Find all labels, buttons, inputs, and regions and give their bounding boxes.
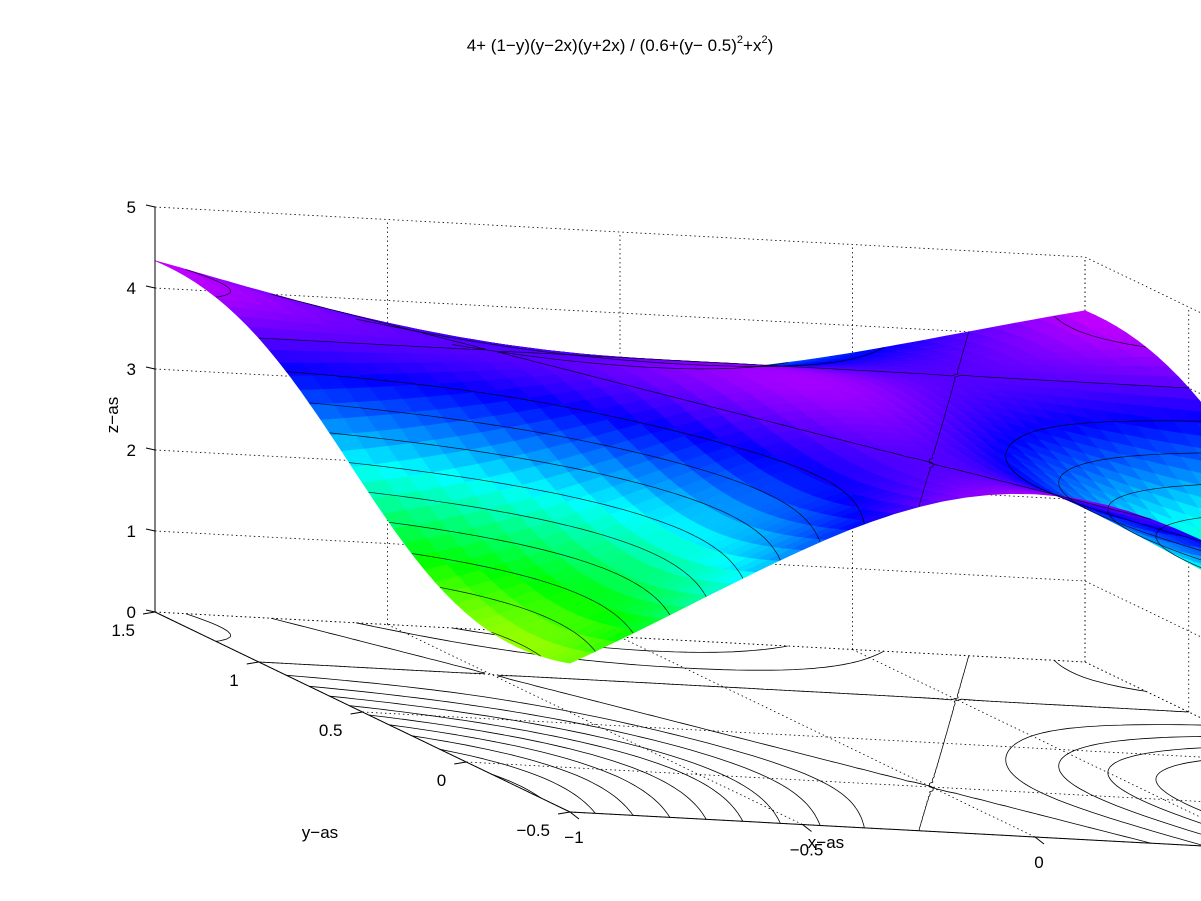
y-tick	[557, 811, 571, 815]
surface-contour-line	[389, 521, 671, 616]
x-tick-label: −0.5	[790, 841, 824, 860]
y-tick-label: 1.5	[111, 621, 135, 640]
x-tick	[802, 824, 812, 832]
surface-patch	[1193, 446, 1201, 458]
floor-contour-line	[286, 622, 1201, 846]
y-tick	[350, 711, 363, 715]
x-tick	[1034, 836, 1045, 845]
x-tick-label: −1	[564, 828, 583, 847]
surface-contour-line	[309, 344, 1201, 551]
surface-contour-line	[329, 432, 1201, 561]
surface-patch	[1184, 558, 1201, 568]
surface-patch	[1180, 456, 1201, 474]
surface-contour-line	[411, 553, 634, 634]
z-tick	[145, 528, 156, 532]
x-axis-label: x−as	[808, 833, 844, 852]
surface-patch	[1187, 537, 1201, 545]
x-tick	[569, 811, 580, 820]
surface-contour-line	[349, 462, 1201, 579]
y-tick-label: −0.5	[516, 821, 550, 840]
z-tick-label: 2	[127, 441, 136, 460]
surface-patch	[1185, 410, 1201, 425]
z-tick-label: 0	[127, 603, 136, 622]
z-tick	[145, 285, 156, 289]
z-tick	[145, 447, 156, 451]
surface-patch	[1195, 422, 1201, 430]
surface-patch	[1189, 545, 1201, 553]
y-tick	[142, 611, 156, 615]
surface-patch	[1183, 433, 1201, 449]
surface-contour-line	[185, 269, 1146, 348]
grid-line	[387, 624, 803, 825]
floor-contour-projection	[185, 613, 1201, 846]
z-tick-label: 4	[127, 279, 136, 298]
grid-line	[619, 636, 1036, 838]
y-tick-label: 0.5	[319, 721, 343, 740]
y-tick-label: 1	[229, 671, 238, 690]
z-axis-label: z−as	[103, 397, 122, 433]
surface-contour-line	[368, 491, 707, 597]
z-tick	[145, 366, 156, 370]
y-tick-label: 0	[437, 771, 446, 790]
surface-patch	[1178, 479, 1201, 498]
y-axis-label: y−as	[302, 823, 338, 842]
z-tick	[145, 609, 156, 613]
surface-contour-line	[258, 293, 1189, 520]
z-tick-label: 5	[127, 198, 136, 217]
floor-contour-line	[258, 617, 1189, 844]
axes-lines	[142, 204, 1201, 847]
z-tick-label: 1	[127, 522, 136, 541]
floor-contour-line	[411, 735, 634, 816]
surface-contour-line	[491, 632, 541, 657]
floor-contour-line	[368, 714, 707, 820]
floor-contour-line	[185, 613, 1146, 692]
z-tick	[145, 204, 156, 208]
chart-title: 4+ (1−y)(y−2x)(y+2x) / (0.6+(y− 0.5)2+x2…	[467, 34, 774, 55]
surface-patch	[1192, 554, 1201, 560]
surface-patch	[1190, 470, 1201, 485]
surface-patch	[1186, 561, 1201, 570]
surface	[154, 260, 1201, 664]
x-tick-label: 0	[1034, 853, 1043, 872]
grid-line	[1084, 661, 1201, 719]
surface-patch	[1175, 397, 1201, 413]
surface-contour-line	[439, 586, 596, 652]
surface-patch	[1188, 493, 1201, 510]
y-tick	[246, 661, 259, 665]
surface-patch	[1194, 561, 1201, 566]
y-tick	[454, 761, 467, 765]
surface-patch	[1196, 527, 1201, 534]
floor-contour-line	[349, 705, 1201, 822]
surface-contour-line	[286, 318, 1201, 542]
floor-contour-line	[329, 695, 1201, 824]
z-tick-label: 3	[127, 360, 136, 379]
floor-contour-line	[389, 724, 671, 818]
